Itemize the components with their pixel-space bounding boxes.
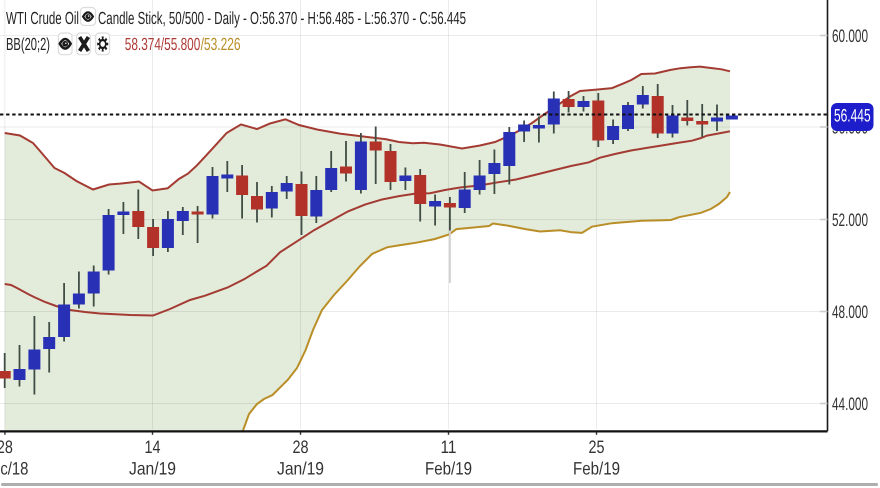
svg-text:Jan/19: Jan/19 — [129, 459, 176, 479]
svg-text:58.374/55.800: 58.374/55.800 — [125, 34, 201, 54]
svg-text:56.445: 56.445 — [834, 106, 871, 126]
svg-text:/53.226: /53.226 — [201, 34, 241, 54]
svg-text:Candle Stick, 50/500 - Daily -: Candle Stick, 50/500 - Daily - O:56.370 … — [98, 8, 466, 28]
svg-text:BB(20;2): BB(20;2) — [6, 34, 50, 54]
svg-text:WTI Crude Oil: WTI Crude Oil — [6, 8, 79, 28]
svg-text:28: 28 — [293, 437, 309, 457]
svg-text:25: 25 — [589, 437, 605, 457]
svg-text:Feb/19: Feb/19 — [573, 459, 620, 479]
svg-text:28: 28 — [0, 437, 13, 457]
svg-text:Feb/19: Feb/19 — [425, 459, 472, 479]
svg-text:Jan/19: Jan/19 — [277, 459, 324, 479]
svg-text:44.000: 44.000 — [832, 394, 868, 414]
svg-text:Dec/18: Dec/18 — [0, 459, 28, 479]
svg-text:60.000: 60.000 — [832, 26, 868, 46]
svg-text:11: 11 — [441, 437, 457, 457]
svg-text:52.000: 52.000 — [832, 210, 868, 230]
svg-text:48.000: 48.000 — [832, 302, 868, 322]
svg-text:14: 14 — [145, 437, 161, 457]
